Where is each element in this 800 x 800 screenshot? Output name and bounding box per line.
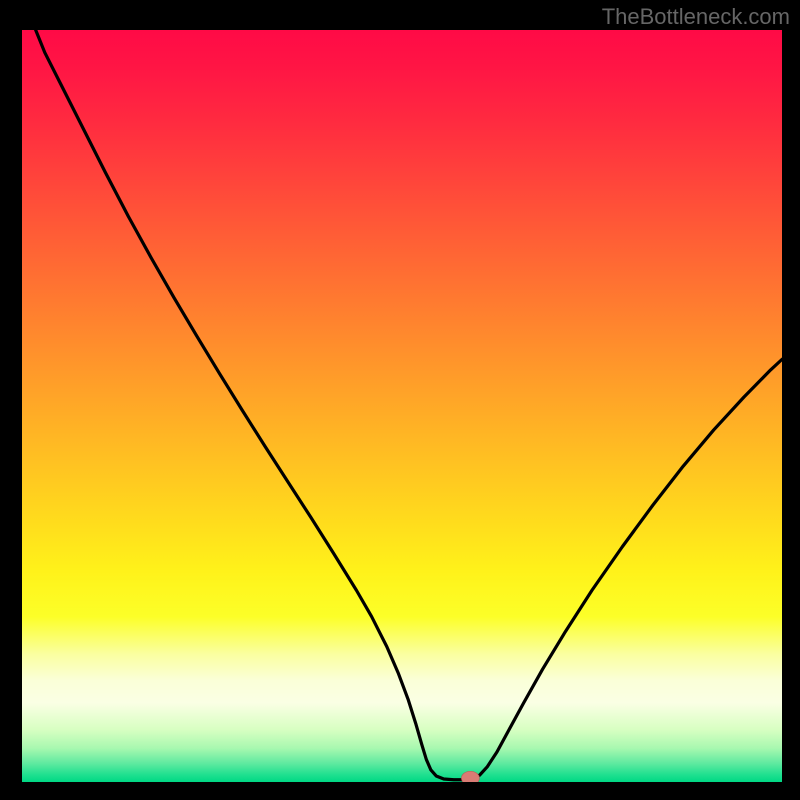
watermark-text: TheBottleneck.com [602, 4, 790, 30]
chart-container: TheBottleneck.com [0, 0, 800, 800]
chart-background [22, 30, 782, 782]
bottleneck-curve-chart [22, 30, 782, 782]
